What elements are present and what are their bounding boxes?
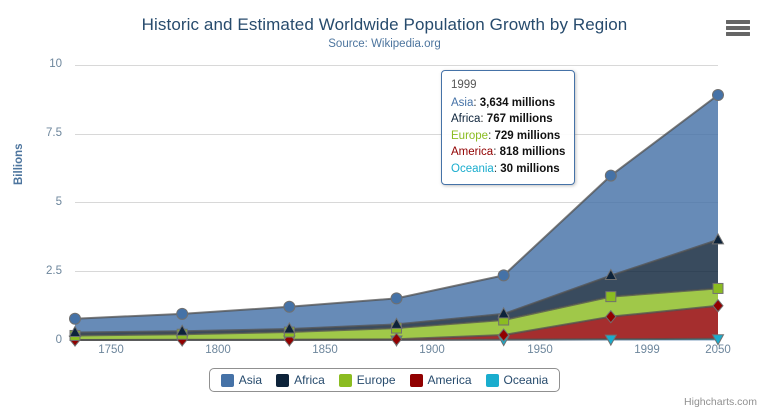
point-america-1950[interactable]	[498, 328, 510, 342]
x-tick-label-2050: 2050	[705, 344, 731, 356]
tooltip-row-oceania: Oceania: 30 millions	[451, 162, 560, 175]
point-oceania-2050[interactable]	[711, 334, 725, 346]
area-asia	[75, 95, 718, 333]
point-asia-1850[interactable]	[283, 300, 296, 313]
area-america	[75, 305, 718, 340]
point-africa-1850[interactable]	[282, 321, 296, 334]
point-america-1999[interactable]	[605, 309, 617, 324]
tooltip-series-value-asia: 3,634 millions	[479, 96, 556, 109]
point-asia-2050[interactable]	[712, 89, 724, 102]
gridline-7-5	[75, 134, 718, 135]
point-africa-1999[interactable]	[604, 268, 618, 281]
series-plot	[68, 89, 725, 348]
legend-label-oceania: Oceania	[503, 373, 549, 387]
gridline-5	[75, 202, 718, 203]
plot-area	[68, 65, 725, 348]
legend-item-america[interactable]: America	[409, 373, 472, 387]
point-africa-1800[interactable]	[175, 324, 189, 336]
tooltip-series-name-africa: Africa	[451, 113, 481, 125]
tooltip-series-name-america: America	[451, 146, 494, 158]
point-america-1900[interactable]	[390, 332, 403, 347]
legend-item-africa[interactable]: Africa	[276, 373, 325, 387]
x-tick-label-1900: 1900	[419, 344, 445, 356]
point-asia-1800[interactable]	[176, 307, 189, 320]
legend-swatch-asia	[220, 373, 234, 387]
hamburger-bar-1	[726, 20, 750, 24]
tooltip-row-asia: Asia: 3,634 millions	[451, 96, 556, 109]
tooltip-series-value-africa: 767 millions	[486, 113, 553, 125]
x-tick-label-1750: 1750	[98, 344, 124, 356]
tooltip-series-name-europe: Europe	[451, 129, 489, 142]
point-asia-1950[interactable]	[497, 269, 510, 282]
gridline-2-5	[75, 271, 718, 272]
point-asia-1900[interactable]	[390, 292, 403, 305]
credits-link[interactable]: Highcharts.com	[684, 396, 757, 408]
tooltip-row-africa: Africa: 767 millions	[451, 113, 553, 125]
x-tick-label-1850: 1850	[312, 344, 338, 356]
legend-item-oceania[interactable]: Oceania	[485, 373, 549, 387]
hamburger-menu-icon[interactable]	[725, 18, 751, 38]
point-africa-1900[interactable]	[390, 317, 403, 329]
tooltip-row-america: America: 818 millions	[451, 146, 566, 158]
y-tick-label-0: 0	[55, 334, 62, 346]
x-tick-label-1800: 1800	[205, 344, 231, 356]
tooltip-series-name-oceania: Oceania	[451, 162, 494, 175]
x-tick-label-1999: 1999	[634, 344, 660, 356]
legend-label-asia: Asia	[238, 373, 263, 387]
tooltip: 1999 Asia: 3,634 millions Africa: 767 mi…	[441, 70, 576, 185]
y-tick-label-10: 10	[49, 58, 62, 70]
legend-swatch-oceania	[485, 373, 499, 387]
legend-swatch-europe	[338, 373, 352, 387]
x-tick-label-1950: 1950	[527, 344, 553, 356]
point-africa-1750[interactable]	[68, 325, 82, 338]
y-tick-label-7-5: 7.5	[46, 127, 62, 139]
hamburger-bar-2	[726, 26, 750, 30]
gridline-10	[75, 65, 718, 66]
legend-label-africa: Africa	[294, 373, 325, 387]
chart-title: Historic and Estimated Worldwide Populat…	[141, 15, 628, 34]
tooltip-series-name-asia: Asia	[451, 96, 474, 109]
point-asia-1750[interactable]	[69, 312, 81, 325]
legend-label-america: America	[427, 373, 472, 387]
legend-swatch-africa	[276, 373, 290, 387]
tooltip-series-value-america: 818 millions	[499, 146, 566, 158]
point-asia-1999[interactable]	[604, 169, 617, 182]
legend-item-europe[interactable]: Europe	[338, 373, 396, 387]
legend-box: Asia Africa Europe America Oceania	[208, 368, 561, 392]
tooltip-row-europe: Europe: 729 millions	[451, 129, 561, 142]
point-oceania-1999[interactable]	[604, 334, 618, 347]
y-tick-label-5: 5	[55, 196, 62, 208]
point-africa-2050[interactable]	[711, 232, 725, 245]
tooltip-series-value-oceania: 30 millions	[500, 162, 560, 175]
tooltip-header: 1999	[451, 79, 477, 91]
hamburger-bar-3	[726, 32, 750, 36]
point-europe-1999[interactable]	[605, 291, 617, 303]
point-europe-2050[interactable]	[712, 282, 724, 294]
legend-swatch-america	[409, 373, 423, 387]
point-america-2050[interactable]	[712, 298, 724, 313]
legend: Asia Africa Europe America Oceania	[0, 368, 769, 392]
legend-label-europe: Europe	[356, 373, 396, 387]
y-tick-label-2-5: 2.5	[46, 265, 62, 277]
area-africa	[75, 239, 718, 336]
point-africa-1950[interactable]	[497, 306, 511, 319]
tooltip-series-value-europe: 729 millions	[494, 129, 561, 142]
legend-item-asia[interactable]: Asia	[220, 373, 263, 387]
y-axis-title: Billions	[13, 143, 25, 185]
chart-subtitle: Source: Wikipedia.org	[328, 38, 441, 50]
